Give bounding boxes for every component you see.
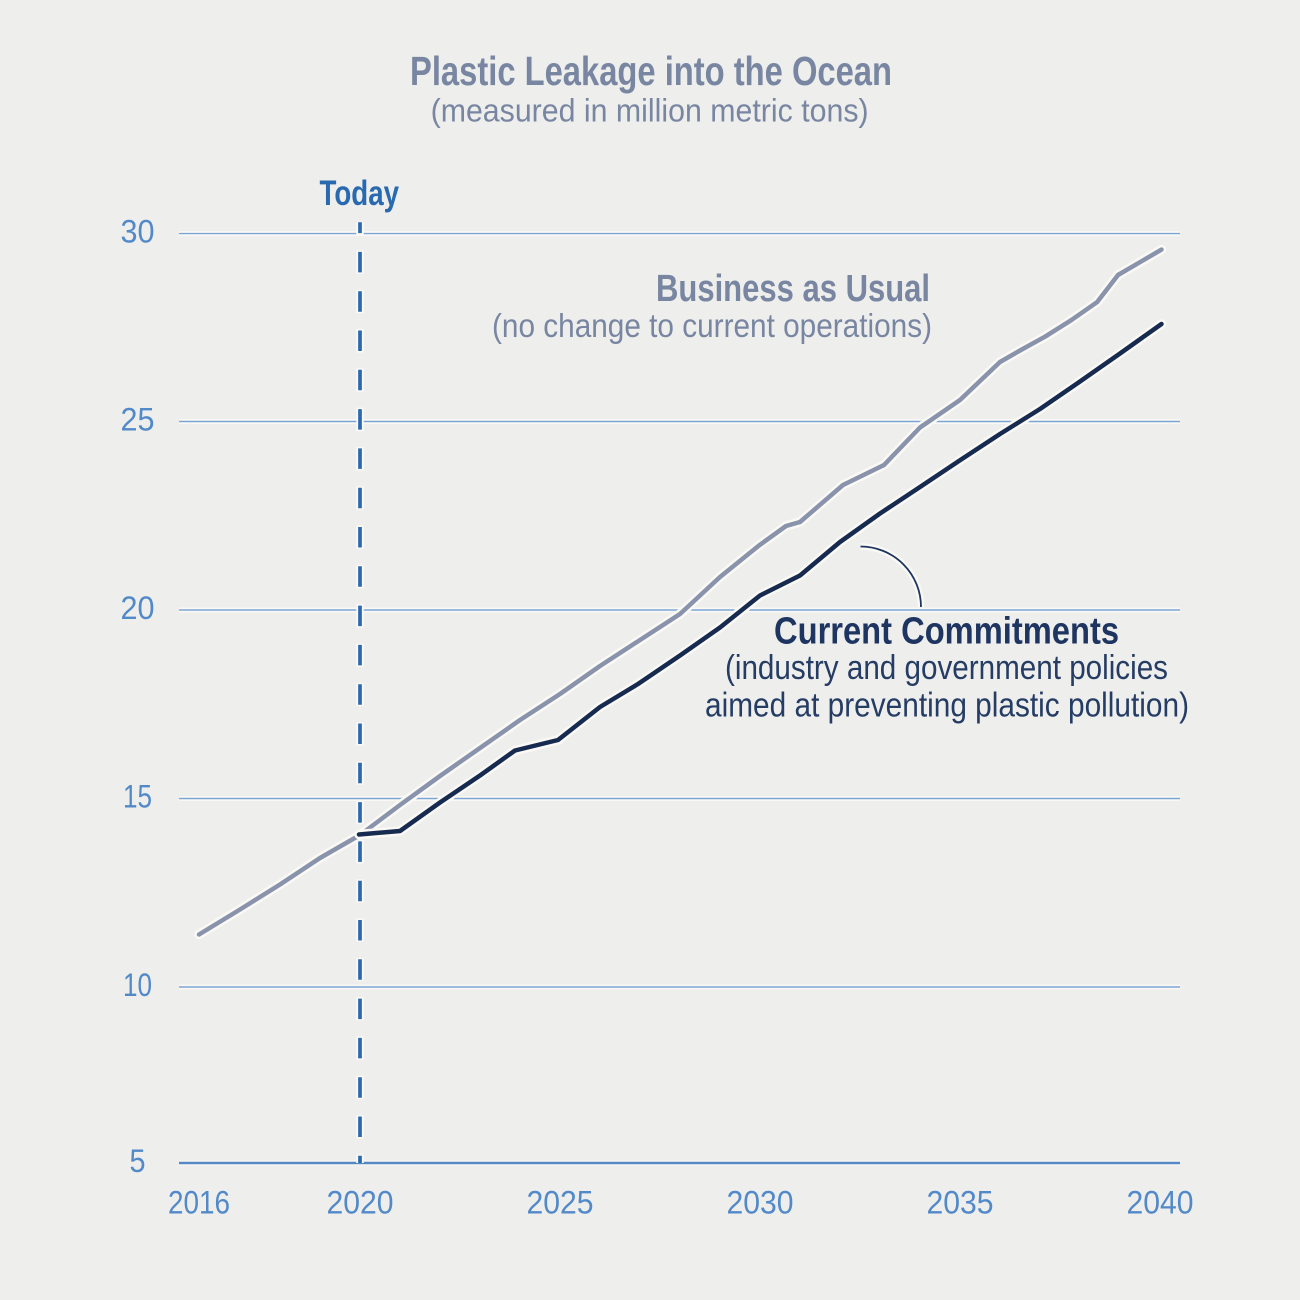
svg-text:5: 5 (130, 1143, 146, 1179)
svg-text:2030: 2030 (727, 1185, 794, 1221)
svg-text:Plastic Leakage into the Ocean: Plastic Leakage into the Ocean (410, 48, 892, 94)
svg-text:20: 20 (121, 590, 155, 626)
svg-text:15: 15 (123, 779, 152, 815)
svg-text:(industry and government polic: (industry and government policies (725, 649, 1168, 687)
svg-text:10: 10 (123, 967, 152, 1003)
svg-text:30: 30 (121, 214, 155, 250)
svg-text:2025: 2025 (527, 1185, 594, 1221)
svg-text:2016: 2016 (168, 1185, 230, 1221)
svg-text:Today: Today (320, 174, 400, 213)
svg-text:25: 25 (121, 402, 155, 438)
svg-text:Business as Usual: Business as Usual (656, 268, 930, 310)
svg-text:2035: 2035 (927, 1185, 994, 1221)
svg-text:(measured in million metric to: (measured in million metric tons) (431, 93, 869, 129)
svg-text:2040: 2040 (1127, 1185, 1194, 1221)
svg-text:Current Commitments: Current Commitments (774, 611, 1119, 653)
svg-text:(no change to current operatio: (no change to current operations) (492, 307, 932, 344)
svg-text:2020: 2020 (327, 1185, 394, 1221)
svg-text:aimed at preventing plastic po: aimed at preventing plastic pollution) (705, 687, 1189, 725)
